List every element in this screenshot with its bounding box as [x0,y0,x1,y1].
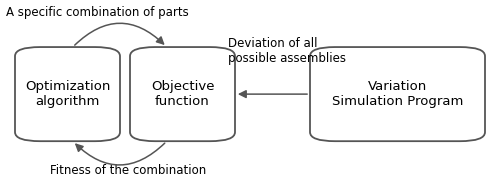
FancyBboxPatch shape [310,47,485,141]
FancyBboxPatch shape [15,47,120,141]
Text: Objective
function: Objective function [151,80,214,108]
Text: A specific combination of parts: A specific combination of parts [6,6,189,19]
FancyBboxPatch shape [130,47,235,141]
Text: Optimization
algorithm: Optimization algorithm [25,80,110,108]
Text: Fitness of the combination: Fitness of the combination [50,164,206,177]
Text: Deviation of all
possible assemblies: Deviation of all possible assemblies [228,37,346,65]
Text: Variation
Simulation Program: Variation Simulation Program [332,80,463,108]
